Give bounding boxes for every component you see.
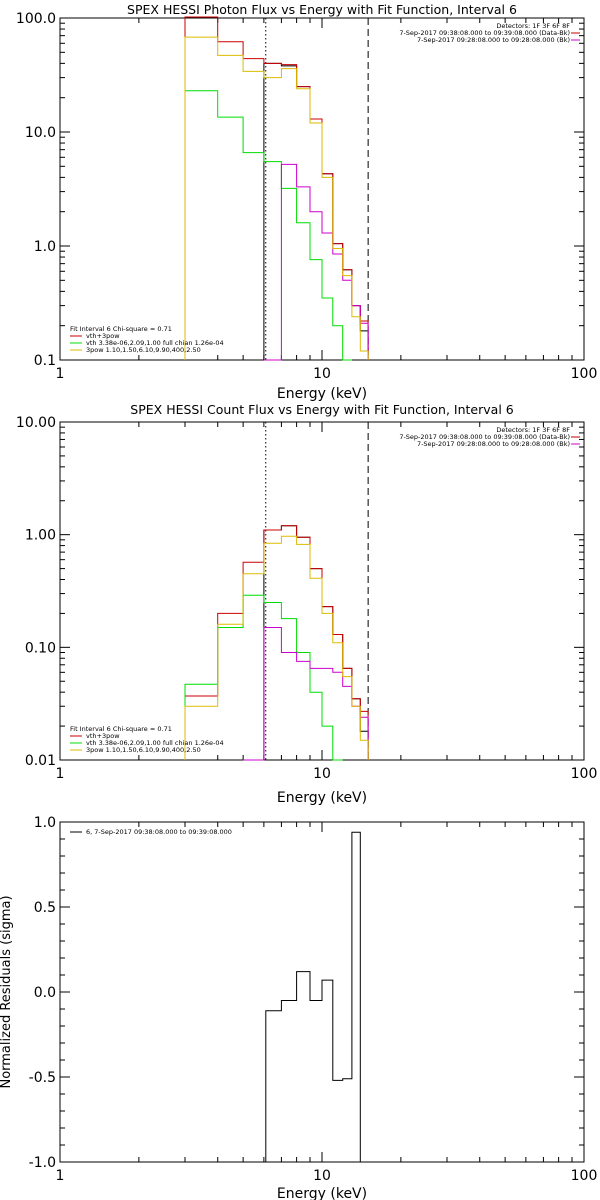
fit-legend-entry: vth 3.38e-06,2.09,1.00 full chian 1.26e-… [86,339,224,347]
residuals-line [265,831,369,1163]
x-tick-label: 100 [571,766,598,782]
fit-legend-entry: vth 3.38e-06,2.09,1.00 full chian 1.26e-… [86,739,224,747]
series-line-3 [263,163,369,361]
fit-legend-entry: vth+3pow [86,732,120,740]
series-line-1 [184,16,369,360]
x-tick-label: 10 [313,766,331,782]
bk-interval-label: 7-Sep-2017 09:28:08.000 to 09:28:08.000 … [417,36,570,44]
x-tick-label: 10 [313,366,331,382]
series-line-4 [184,36,369,360]
y-axis-label: Normalized Residuals (sigma) [0,895,14,1088]
y-tick-label: 0.5 [34,900,56,916]
chart-title-0: SPEX HESSI Photon Flux vs Energy with Fi… [127,2,517,17]
series-line-0 [263,525,369,760]
y-tick-label: 100.0 [16,11,56,27]
chart-title-1: SPEX HESSI Count Flux vs Energy with Fit… [130,402,513,417]
y-tick-label: 0.01 [25,753,56,769]
residuals-legend: 6, 7-Sep-2017 09:38:08.000 to 09:39:08.0… [86,828,232,836]
x-tick-label: 1 [56,366,65,382]
x-tick-label: 1 [56,1168,65,1184]
x-tick-label: 100 [571,366,598,382]
bk-interval-label: 7-Sep-2017 09:28:08.000 to 09:28:08.000 … [417,440,570,448]
y-tick-label: 1.0 [34,239,56,255]
y-tick-label: 1.00 [25,528,56,544]
y-tick-label: 0.10 [25,640,56,656]
detectors-label: Detectors: 1F 3F 6F 8F [496,426,570,434]
fit-info-title: Fit Interval 6 Chi-square = 0.71 [70,325,172,333]
x-axis-label: Energy (keV) [277,386,367,402]
y-tick-label: 10.00 [16,415,56,431]
y-tick-label: 0.0 [34,985,56,1001]
x-axis-label: Energy (keV) [277,790,367,806]
x-tick-label: 1 [56,766,65,782]
data-interval-label: 7-Sep-2017 09:38:08.000 to 09:39:08.000 … [399,29,570,37]
data-interval-label: 7-Sep-2017 09:38:08.000 to 09:39:08.000 … [399,433,570,441]
x-tick-label: 10 [313,1168,331,1184]
y-tick-label: -0.5 [29,1070,56,1086]
fit-legend-entry: 3pow 1.10,1.50,6.10,9.90,400,2.50 [86,346,201,354]
series-line-2 [184,90,352,361]
plot-frame-0 [59,17,585,361]
x-tick-label: 100 [571,1168,598,1184]
series-line-4 [184,535,369,760]
series-line-3 [243,627,369,761]
detectors-label: Detectors: 1F 3F 6F 8F [496,22,570,30]
y-tick-label: 10.0 [25,125,56,141]
y-tick-label: -1.0 [29,1155,56,1171]
fit-info-title: Fit Interval 6 Chi-square = 0.71 [70,725,172,733]
y-tick-label: 0.1 [34,353,56,369]
fit-legend-entry: vth+3pow [86,332,120,340]
x-axis-label: Energy (keV) [277,1186,367,1200]
y-tick-label: 1.0 [34,815,56,831]
fit-legend-entry: 3pow 1.10,1.50,6.10,9.90,400,2.50 [86,746,201,754]
